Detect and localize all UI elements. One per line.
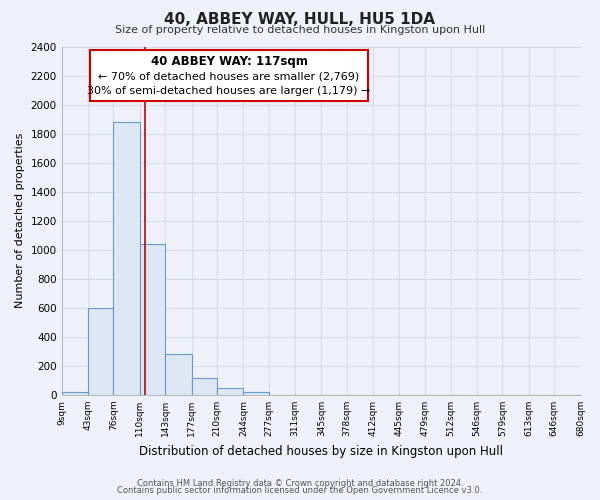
Bar: [191, 378, 217, 395]
X-axis label: Distribution of detached houses by size in Kingston upon Hull: Distribution of detached houses by size …: [139, 444, 503, 458]
Text: Contains public sector information licensed under the Open Government Licence v3: Contains public sector information licen…: [118, 486, 482, 495]
Bar: [62, 392, 88, 395]
Bar: [88, 308, 113, 395]
Bar: [165, 354, 191, 395]
Text: 40, ABBEY WAY, HULL, HU5 1DA: 40, ABBEY WAY, HULL, HU5 1DA: [164, 12, 436, 28]
Text: Size of property relative to detached houses in Kingston upon Hull: Size of property relative to detached ho…: [115, 25, 485, 35]
Bar: [244, 392, 269, 395]
Text: 40 ABBEY WAY: 117sqm: 40 ABBEY WAY: 117sqm: [151, 54, 307, 68]
Text: Contains HM Land Registry data © Crown copyright and database right 2024.: Contains HM Land Registry data © Crown c…: [137, 478, 463, 488]
Text: ← 70% of detached houses are smaller (2,769): ← 70% of detached houses are smaller (2,…: [98, 72, 359, 82]
Bar: [217, 388, 244, 395]
Y-axis label: Number of detached properties: Number of detached properties: [15, 133, 25, 308]
Bar: [113, 122, 140, 395]
Text: 30% of semi-detached houses are larger (1,179) →: 30% of semi-detached houses are larger (…: [88, 86, 371, 97]
Bar: [140, 244, 165, 395]
FancyBboxPatch shape: [90, 50, 368, 100]
